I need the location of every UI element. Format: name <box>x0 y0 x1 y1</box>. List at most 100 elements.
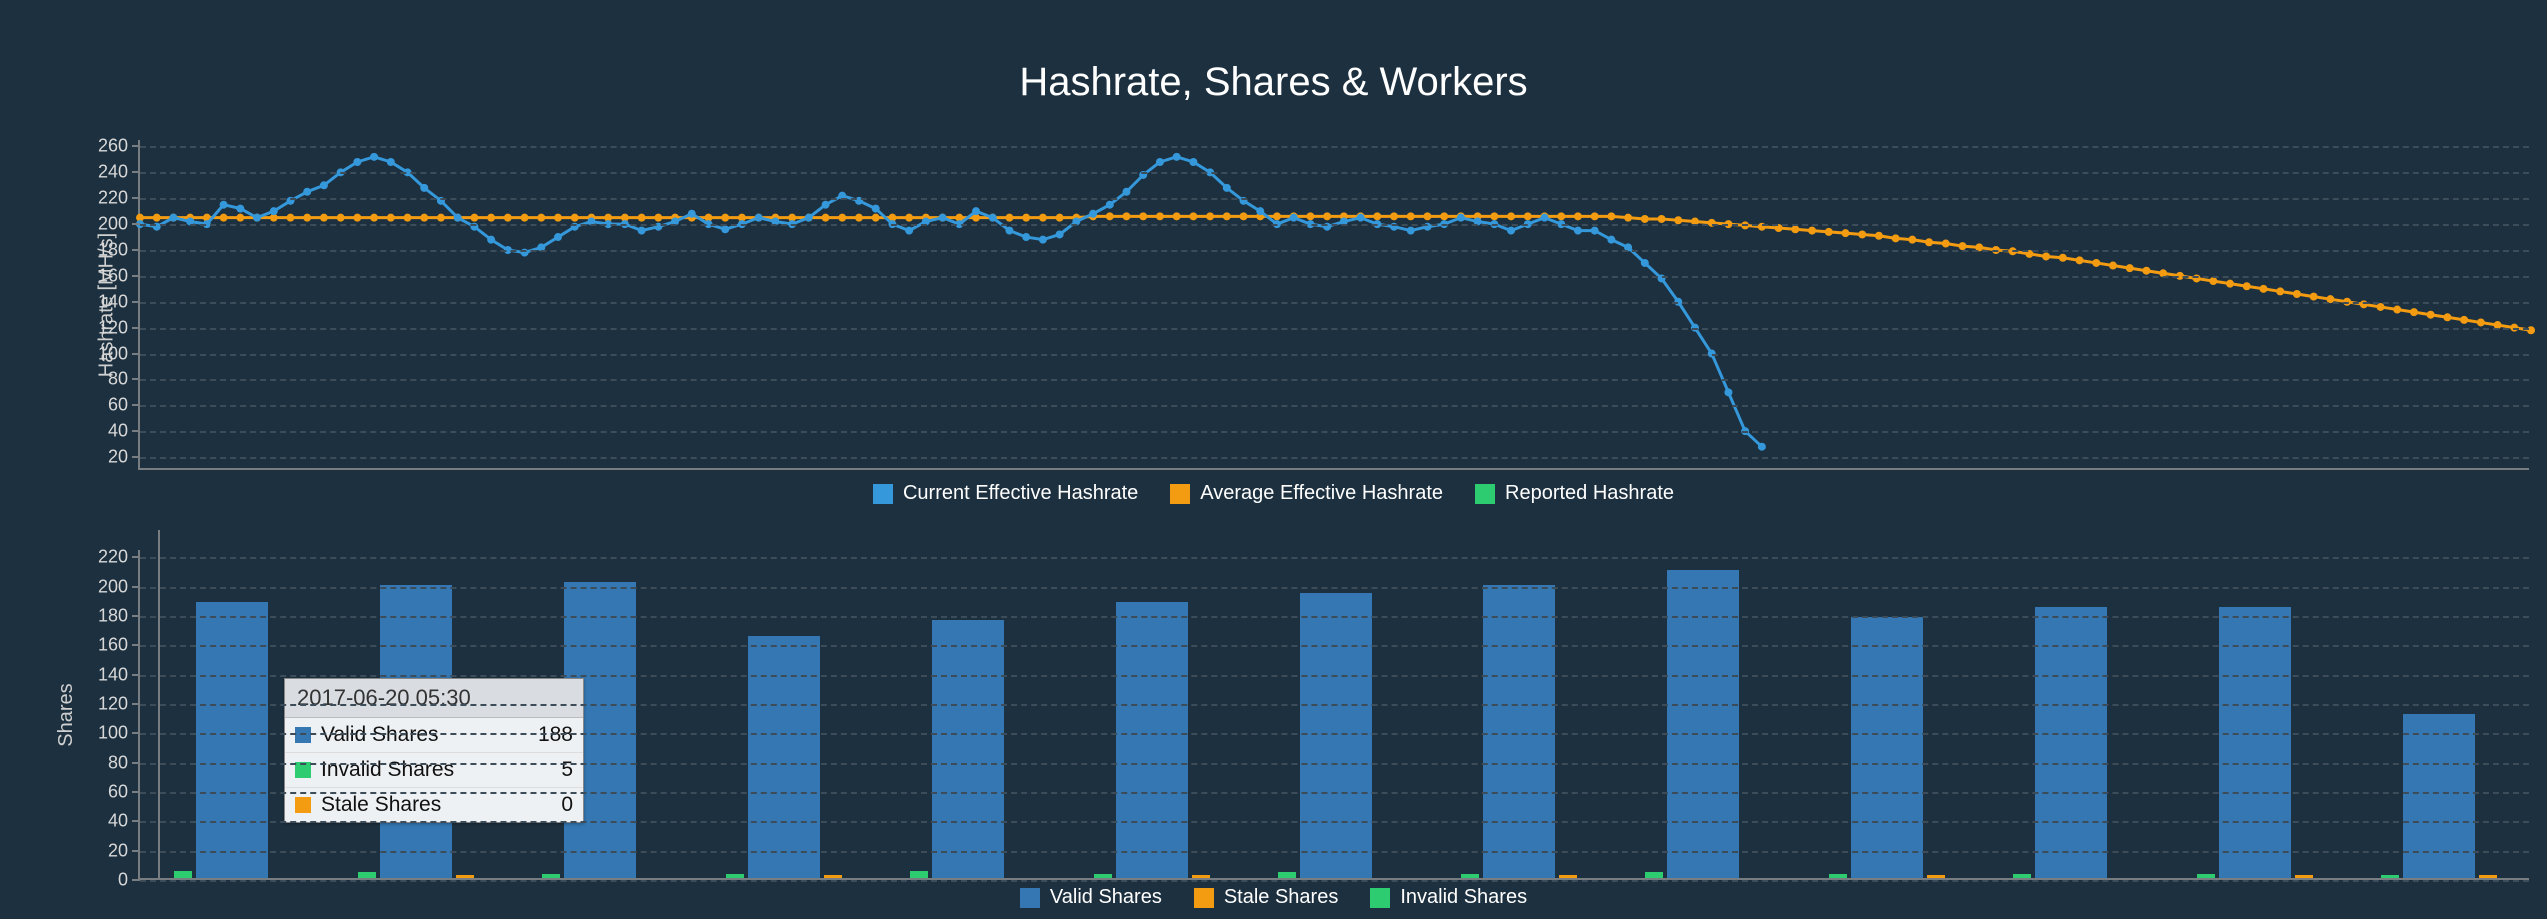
series-point[interactable] <box>1624 214 1632 222</box>
series-point[interactable] <box>1290 214 1298 222</box>
series-point[interactable] <box>1524 212 1532 220</box>
invalid-shares-bar[interactable] <box>910 871 928 878</box>
series-point[interactable] <box>1574 227 1582 235</box>
series-point[interactable] <box>1022 233 1030 241</box>
invalid-shares-bar[interactable] <box>358 872 376 878</box>
series-point[interactable] <box>805 214 813 222</box>
series-point[interactable] <box>537 214 545 222</box>
series-point[interactable] <box>437 214 445 222</box>
series-point[interactable] <box>554 233 562 241</box>
series-point[interactable] <box>2443 313 2451 321</box>
series-point[interactable] <box>1591 227 1599 235</box>
series-point[interactable] <box>989 214 997 222</box>
series-point[interactable] <box>320 181 328 189</box>
series-point[interactable] <box>654 214 662 222</box>
series-point[interactable] <box>1089 210 1097 218</box>
invalid-shares-bar[interactable] <box>726 874 744 878</box>
series-point[interactable] <box>2243 282 2251 290</box>
series-point[interactable] <box>1841 229 1849 237</box>
series-point[interactable] <box>1641 259 1649 267</box>
series-point[interactable] <box>253 214 261 222</box>
series-point[interactable] <box>1825 228 1833 236</box>
series-point[interactable] <box>1306 212 1314 220</box>
series-point[interactable] <box>1039 214 1047 222</box>
stale-shares-bar[interactable] <box>456 875 474 878</box>
valid-shares-bar[interactable] <box>1116 602 1188 878</box>
series-point[interactable] <box>353 214 361 222</box>
series-point[interactable] <box>1256 207 1264 215</box>
series-point[interactable] <box>337 214 345 222</box>
invalid-shares-bar[interactable] <box>1645 872 1663 878</box>
valid-shares-bar[interactable] <box>932 620 1004 878</box>
series-point[interactable] <box>1607 236 1615 244</box>
series-point[interactable] <box>470 214 478 222</box>
series-point[interactable] <box>1925 238 1933 246</box>
invalid-shares-bar[interactable] <box>174 871 192 878</box>
series-point[interactable] <box>1189 212 1197 220</box>
series-point[interactable] <box>1407 227 1415 235</box>
series-point[interactable] <box>554 214 562 222</box>
stale-shares-bar[interactable] <box>2479 875 2497 878</box>
legend-item[interactable]: Average Effective Hashrate <box>1170 482 1443 505</box>
invalid-shares-bar[interactable] <box>1461 874 1479 878</box>
series-point[interactable] <box>303 188 311 196</box>
series-point[interactable] <box>1056 230 1064 238</box>
series-point[interactable] <box>2293 290 2301 298</box>
series-point[interactable] <box>1892 234 1900 242</box>
series-point[interactable] <box>1457 214 1465 222</box>
invalid-shares-bar[interactable] <box>1278 872 1296 878</box>
valid-shares-bar[interactable] <box>1483 585 1555 878</box>
series-point[interactable] <box>1139 212 1147 220</box>
series-point[interactable] <box>303 214 311 222</box>
series-point[interactable] <box>1156 158 1164 166</box>
series-point[interactable] <box>2059 254 2067 262</box>
series-point[interactable] <box>755 214 763 222</box>
stale-shares-bar[interactable] <box>2295 875 2313 878</box>
series-point[interactable] <box>822 214 830 222</box>
series-point[interactable] <box>1189 158 1197 166</box>
stale-shares-bar[interactable] <box>1559 875 1577 878</box>
invalid-shares-bar[interactable] <box>1094 874 1112 878</box>
series-point[interactable] <box>1106 212 1114 220</box>
series-point[interactable] <box>1658 215 1666 223</box>
series-point[interactable] <box>1440 212 1448 220</box>
series-point[interactable] <box>1574 212 1582 220</box>
series-point[interactable] <box>2142 267 2150 275</box>
invalid-shares-bar[interactable] <box>2381 875 2399 878</box>
series-point[interactable] <box>1173 153 1181 161</box>
series-point[interactable] <box>420 184 428 192</box>
series-point[interactable] <box>1122 212 1130 220</box>
valid-shares-bar[interactable] <box>2403 714 2475 878</box>
series-point[interactable] <box>320 214 328 222</box>
series-point[interactable] <box>1240 212 1248 220</box>
series-point[interactable] <box>1223 212 1231 220</box>
series-point[interactable] <box>721 225 729 233</box>
series-point[interactable] <box>387 158 395 166</box>
legend-item[interactable]: Reported Hashrate <box>1475 482 1674 505</box>
series-point[interactable] <box>838 214 846 222</box>
series-point[interactable] <box>1373 212 1381 220</box>
invalid-shares-bar[interactable] <box>1829 874 1847 878</box>
valid-shares-bar[interactable] <box>2035 607 2107 878</box>
series-point[interactable] <box>1959 242 1967 250</box>
series-point[interactable] <box>2209 277 2217 285</box>
valid-shares-bar[interactable] <box>196 602 268 878</box>
series-point[interactable] <box>220 201 228 209</box>
series-point[interactable] <box>571 214 579 222</box>
series-point[interactable] <box>404 214 412 222</box>
series-point[interactable] <box>2042 252 2050 260</box>
series-point[interactable] <box>1942 240 1950 248</box>
series-point[interactable] <box>504 214 512 222</box>
series-point[interactable] <box>2092 259 2100 267</box>
series-point[interactable] <box>153 214 161 222</box>
series-point[interactable] <box>1908 236 1916 244</box>
series-point[interactable] <box>638 214 646 222</box>
series-point[interactable] <box>420 214 428 222</box>
shares-chart[interactable]: Shares 020406080100120140160180200220 20… <box>0 550 2547 880</box>
series-point[interactable] <box>1490 212 1498 220</box>
series-point[interactable] <box>1022 214 1030 222</box>
series-point[interactable] <box>939 214 947 222</box>
hashrate-chart[interactable]: Hashrate [MH/s] 204060801001201401601802… <box>0 140 2547 470</box>
series-point[interactable] <box>638 227 646 235</box>
invalid-shares-bar[interactable] <box>2197 874 2215 878</box>
